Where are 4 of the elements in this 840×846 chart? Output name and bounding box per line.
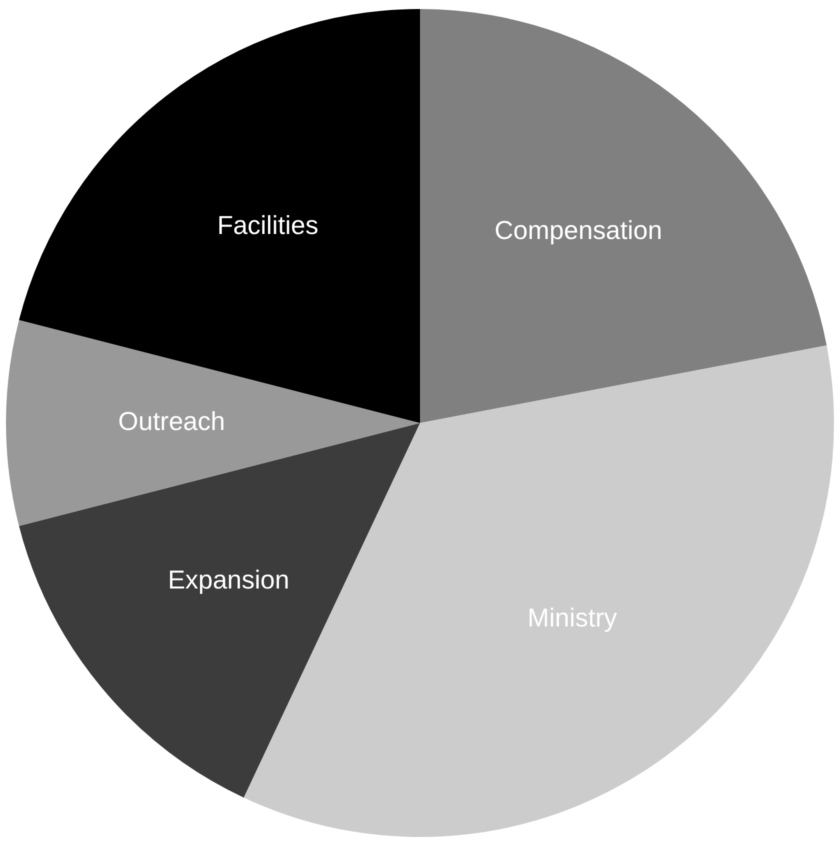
slice-label: Facilities — [217, 210, 318, 240]
slice-label: Compensation — [494, 214, 662, 245]
slice-label: Outreach — [118, 406, 226, 436]
slice-label: Expansion — [168, 564, 290, 595]
